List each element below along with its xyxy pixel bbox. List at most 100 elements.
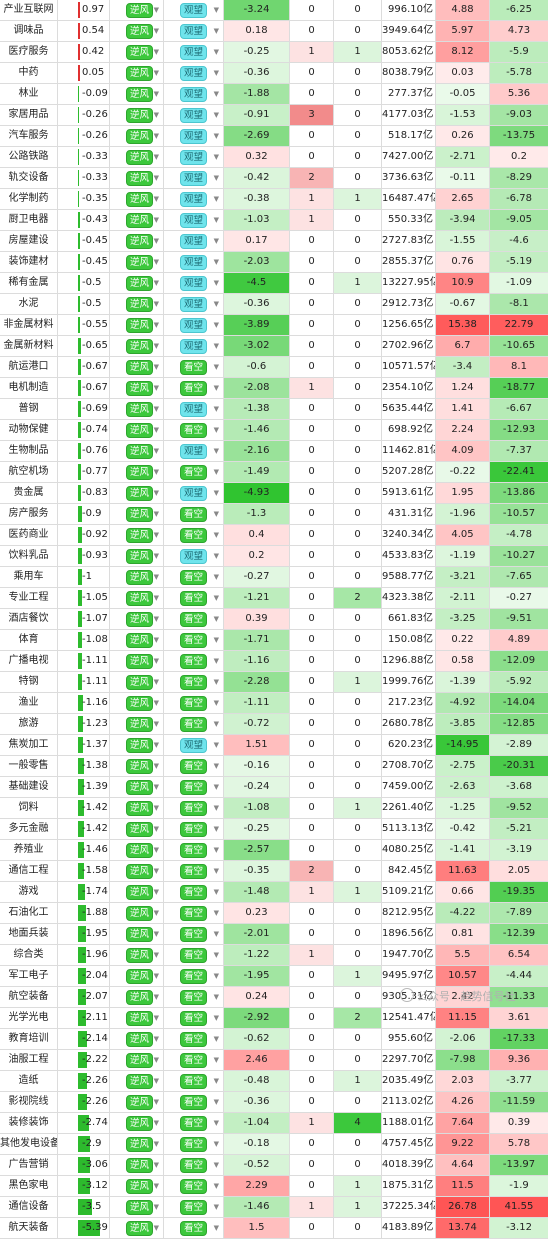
sentiment-select[interactable]: 看空▼ bbox=[164, 567, 224, 587]
sentiment-select[interactable]: 看空▼ bbox=[164, 924, 224, 944]
sentiment-select[interactable]: 看空▼ bbox=[164, 1218, 224, 1238]
chevron-down-icon[interactable]: ▼ bbox=[214, 525, 219, 545]
chevron-down-icon[interactable]: ▼ bbox=[214, 1155, 219, 1175]
chevron-down-icon[interactable]: ▼ bbox=[154, 882, 159, 902]
chevron-down-icon[interactable]: ▼ bbox=[214, 861, 219, 881]
chevron-down-icon[interactable]: ▼ bbox=[154, 399, 159, 419]
sentiment-select[interactable]: 看空▼ bbox=[164, 504, 224, 524]
trend-select[interactable]: 逆风▼ bbox=[110, 357, 164, 377]
sentiment-select[interactable]: 看空▼ bbox=[164, 903, 224, 923]
chevron-down-icon[interactable]: ▼ bbox=[154, 168, 159, 188]
trend-select[interactable]: 逆风▼ bbox=[110, 126, 164, 146]
trend-select[interactable]: 逆风▼ bbox=[110, 1218, 164, 1238]
trend-select[interactable]: 逆风▼ bbox=[110, 63, 164, 83]
sentiment-select[interactable]: 看空▼ bbox=[164, 756, 224, 776]
sentiment-select[interactable]: 观望▼ bbox=[164, 0, 224, 20]
chevron-down-icon[interactable]: ▼ bbox=[214, 336, 219, 356]
chevron-down-icon[interactable]: ▼ bbox=[214, 63, 219, 83]
sentiment-select[interactable]: 观望▼ bbox=[164, 735, 224, 755]
trend-select[interactable]: 逆风▼ bbox=[110, 273, 164, 293]
chevron-down-icon[interactable]: ▼ bbox=[154, 1218, 159, 1238]
chevron-down-icon[interactable]: ▼ bbox=[214, 147, 219, 167]
chevron-down-icon[interactable]: ▼ bbox=[214, 210, 219, 230]
chevron-down-icon[interactable]: ▼ bbox=[214, 735, 219, 755]
chevron-down-icon[interactable]: ▼ bbox=[154, 924, 159, 944]
trend-select[interactable]: 逆风▼ bbox=[110, 1092, 164, 1112]
sentiment-select[interactable]: 观望▼ bbox=[164, 126, 224, 146]
chevron-down-icon[interactable]: ▼ bbox=[154, 231, 159, 251]
chevron-down-icon[interactable]: ▼ bbox=[154, 588, 159, 608]
sentiment-select[interactable]: 看空▼ bbox=[164, 945, 224, 965]
chevron-down-icon[interactable]: ▼ bbox=[154, 777, 159, 797]
chevron-down-icon[interactable]: ▼ bbox=[214, 189, 219, 209]
chevron-down-icon[interactable]: ▼ bbox=[214, 630, 219, 650]
chevron-down-icon[interactable]: ▼ bbox=[154, 693, 159, 713]
chevron-down-icon[interactable]: ▼ bbox=[154, 504, 159, 524]
chevron-down-icon[interactable]: ▼ bbox=[214, 1071, 219, 1091]
sentiment-select[interactable]: 看空▼ bbox=[164, 357, 224, 377]
chevron-down-icon[interactable]: ▼ bbox=[154, 987, 159, 1007]
sentiment-select[interactable]: 看空▼ bbox=[164, 420, 224, 440]
chevron-down-icon[interactable]: ▼ bbox=[154, 756, 159, 776]
chevron-down-icon[interactable]: ▼ bbox=[154, 1134, 159, 1154]
trend-select[interactable]: 逆风▼ bbox=[110, 168, 164, 188]
sentiment-select[interactable]: 看空▼ bbox=[164, 1134, 224, 1154]
trend-select[interactable]: 逆风▼ bbox=[110, 189, 164, 209]
trend-select[interactable]: 逆风▼ bbox=[110, 945, 164, 965]
sentiment-select[interactable]: 看空▼ bbox=[164, 966, 224, 986]
sentiment-select[interactable]: 观望▼ bbox=[164, 336, 224, 356]
trend-select[interactable]: 逆风▼ bbox=[110, 819, 164, 839]
chevron-down-icon[interactable]: ▼ bbox=[154, 462, 159, 482]
chevron-down-icon[interactable]: ▼ bbox=[214, 798, 219, 818]
chevron-down-icon[interactable]: ▼ bbox=[214, 756, 219, 776]
chevron-down-icon[interactable]: ▼ bbox=[154, 651, 159, 671]
chevron-down-icon[interactable]: ▼ bbox=[214, 378, 219, 398]
chevron-down-icon[interactable]: ▼ bbox=[154, 1050, 159, 1070]
trend-select[interactable]: 逆风▼ bbox=[110, 546, 164, 566]
sentiment-select[interactable]: 看空▼ bbox=[164, 798, 224, 818]
trend-select[interactable]: 逆风▼ bbox=[110, 1197, 164, 1217]
chevron-down-icon[interactable]: ▼ bbox=[154, 294, 159, 314]
trend-select[interactable]: 逆风▼ bbox=[110, 903, 164, 923]
chevron-down-icon[interactable]: ▼ bbox=[214, 1092, 219, 1112]
chevron-down-icon[interactable]: ▼ bbox=[154, 861, 159, 881]
trend-select[interactable]: 逆风▼ bbox=[110, 378, 164, 398]
trend-select[interactable]: 逆风▼ bbox=[110, 1071, 164, 1091]
sentiment-select[interactable]: 观望▼ bbox=[164, 189, 224, 209]
chevron-down-icon[interactable]: ▼ bbox=[214, 273, 219, 293]
trend-select[interactable]: 逆风▼ bbox=[110, 315, 164, 335]
chevron-down-icon[interactable]: ▼ bbox=[154, 210, 159, 230]
chevron-down-icon[interactable]: ▼ bbox=[154, 966, 159, 986]
chevron-down-icon[interactable]: ▼ bbox=[214, 42, 219, 62]
trend-select[interactable]: 逆风▼ bbox=[110, 1176, 164, 1196]
trend-select[interactable]: 逆风▼ bbox=[110, 420, 164, 440]
sentiment-select[interactable]: 观望▼ bbox=[164, 84, 224, 104]
chevron-down-icon[interactable]: ▼ bbox=[214, 840, 219, 860]
sentiment-select[interactable]: 看空▼ bbox=[164, 630, 224, 650]
chevron-down-icon[interactable]: ▼ bbox=[154, 378, 159, 398]
chevron-down-icon[interactable]: ▼ bbox=[214, 588, 219, 608]
chevron-down-icon[interactable]: ▼ bbox=[154, 630, 159, 650]
trend-select[interactable]: 逆风▼ bbox=[110, 924, 164, 944]
sentiment-select[interactable]: 观望▼ bbox=[164, 42, 224, 62]
sentiment-select[interactable]: 看空▼ bbox=[164, 1092, 224, 1112]
trend-select[interactable]: 逆风▼ bbox=[110, 1008, 164, 1028]
sentiment-select[interactable]: 观望▼ bbox=[164, 231, 224, 251]
sentiment-select[interactable]: 看空▼ bbox=[164, 1113, 224, 1133]
chevron-down-icon[interactable]: ▼ bbox=[154, 0, 159, 20]
chevron-down-icon[interactable]: ▼ bbox=[154, 483, 159, 503]
chevron-down-icon[interactable]: ▼ bbox=[154, 273, 159, 293]
chevron-down-icon[interactable]: ▼ bbox=[154, 1071, 159, 1091]
sentiment-select[interactable]: 观望▼ bbox=[164, 63, 224, 83]
chevron-down-icon[interactable]: ▼ bbox=[214, 609, 219, 629]
chevron-down-icon[interactable]: ▼ bbox=[214, 1134, 219, 1154]
sentiment-select[interactable]: 观望▼ bbox=[164, 168, 224, 188]
chevron-down-icon[interactable]: ▼ bbox=[154, 798, 159, 818]
sentiment-select[interactable]: 看空▼ bbox=[164, 651, 224, 671]
chevron-down-icon[interactable]: ▼ bbox=[214, 1218, 219, 1238]
trend-select[interactable]: 逆风▼ bbox=[110, 756, 164, 776]
sentiment-select[interactable]: 看空▼ bbox=[164, 609, 224, 629]
trend-select[interactable]: 逆风▼ bbox=[110, 105, 164, 125]
chevron-down-icon[interactable]: ▼ bbox=[214, 882, 219, 902]
sentiment-select[interactable]: 看空▼ bbox=[164, 777, 224, 797]
